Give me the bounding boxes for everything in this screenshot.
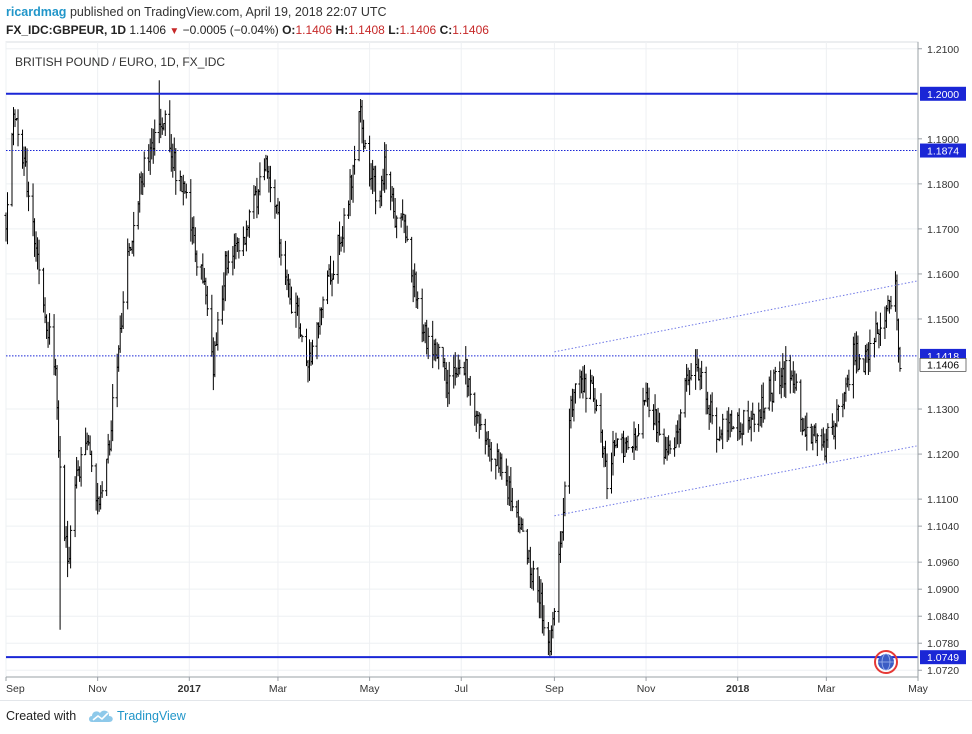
level-label-bg: [920, 650, 966, 665]
y-tick-label: 1.1700: [927, 224, 959, 236]
price-axis[interactable]: 1.2100 1.1900 1.1800 1.1700 1.1600 1.1500 1.13…: [918, 44, 959, 677]
last-price-label-bg: [919, 358, 967, 372]
globe-event-icon[interactable]: [874, 650, 898, 674]
ohlc-line: FX_IDC:GBPEUR, 1D 1.1406 ▼ −0.0005 (−0.0…: [6, 22, 489, 40]
open-label: O:: [282, 23, 296, 37]
high-value: 1.1408: [348, 23, 385, 37]
footer: Created with TradingView: [0, 700, 972, 734]
last-price-label: 1.1406: [927, 359, 959, 371]
x-tick-label: Jul: [455, 683, 468, 695]
publish-header: ricardmag published on TradingView.com, …: [6, 3, 387, 22]
close-value: 1.1406: [452, 23, 489, 37]
grid-lines: [5, 42, 919, 677]
last-price-value: 1.1406: [129, 23, 167, 37]
y-tick-label: 1.0780: [927, 638, 959, 650]
level-label: 1.1874: [927, 146, 959, 158]
y-tick-label: 1.1600: [927, 269, 959, 281]
level-label: 1.0749: [927, 652, 959, 664]
time-axis[interactable]: Sep Nov 2017 Mar May Jul Sep Nov 2018 Mar May: [5, 677, 929, 695]
x-tick-label: May: [908, 683, 929, 695]
author-link[interactable]: ricardmag: [6, 5, 67, 19]
x-tick-label: 2017: [178, 683, 202, 695]
y-tick-label: 1.0840: [927, 611, 959, 623]
x-tick-label: Nov: [88, 683, 107, 695]
x-tick-label: Sep: [545, 683, 564, 695]
change-value: −0.0005 (−0.04%): [182, 23, 279, 37]
horizontal-levels: [6, 92, 918, 659]
level-label: 1.2000: [927, 89, 959, 101]
created-with-text: Created with: [6, 709, 77, 723]
tradingview-brand-link[interactable]: TradingView: [117, 709, 186, 723]
y-tick-label: 1.1040: [927, 521, 959, 533]
y-tick-label: 1.1300: [927, 404, 959, 416]
open-value: 1.1406: [295, 23, 333, 37]
y-tick-label: 1.1500: [927, 314, 959, 326]
high-label: H:: [335, 23, 349, 37]
symbol-label: FX_IDC:GBPEUR, 1D: [6, 23, 127, 37]
x-tick-label: Mar: [269, 683, 288, 695]
chart-title: BRITISH POUND / EURO, 1D, FX_IDC: [15, 55, 225, 69]
close-label: C:: [439, 23, 453, 37]
y-tick-label: 1.1900: [927, 134, 959, 146]
price-bars: [4, 80, 902, 658]
x-tick-label: Sep: [6, 683, 25, 695]
down-triangle-icon: ▼: [169, 26, 180, 37]
low-value: 1.1406: [399, 23, 437, 37]
y-tick-label: 1.1800: [927, 179, 959, 191]
tradingview-cloud-icon[interactable]: [88, 708, 114, 724]
x-tick-label: Nov: [637, 683, 656, 695]
low-label: L:: [388, 23, 400, 37]
level-label-bg: [920, 86, 966, 101]
y-tick-label: 1.0900: [927, 584, 959, 596]
y-tick-label: 1.1100: [927, 494, 958, 506]
x-tick-label: 2018: [726, 683, 750, 695]
plot-area: [5, 41, 919, 678]
x-tick-label: Mar: [817, 683, 836, 695]
y-tick-label: 1.0960: [927, 557, 959, 569]
published-text: published on TradingView.com, April 19, …: [69, 5, 387, 19]
y-tick-label: 1.2100: [927, 44, 959, 56]
y-tick-label: 1.0720: [927, 665, 959, 677]
price-chart[interactable]: 1.2100 1.1900 1.1800 1.1700 1.1600 1.1500 1.13…: [0, 0, 972, 700]
level-label-bg: [920, 143, 966, 158]
y-tick-label: 1.1200: [927, 449, 959, 461]
x-tick-label: May: [360, 683, 381, 695]
